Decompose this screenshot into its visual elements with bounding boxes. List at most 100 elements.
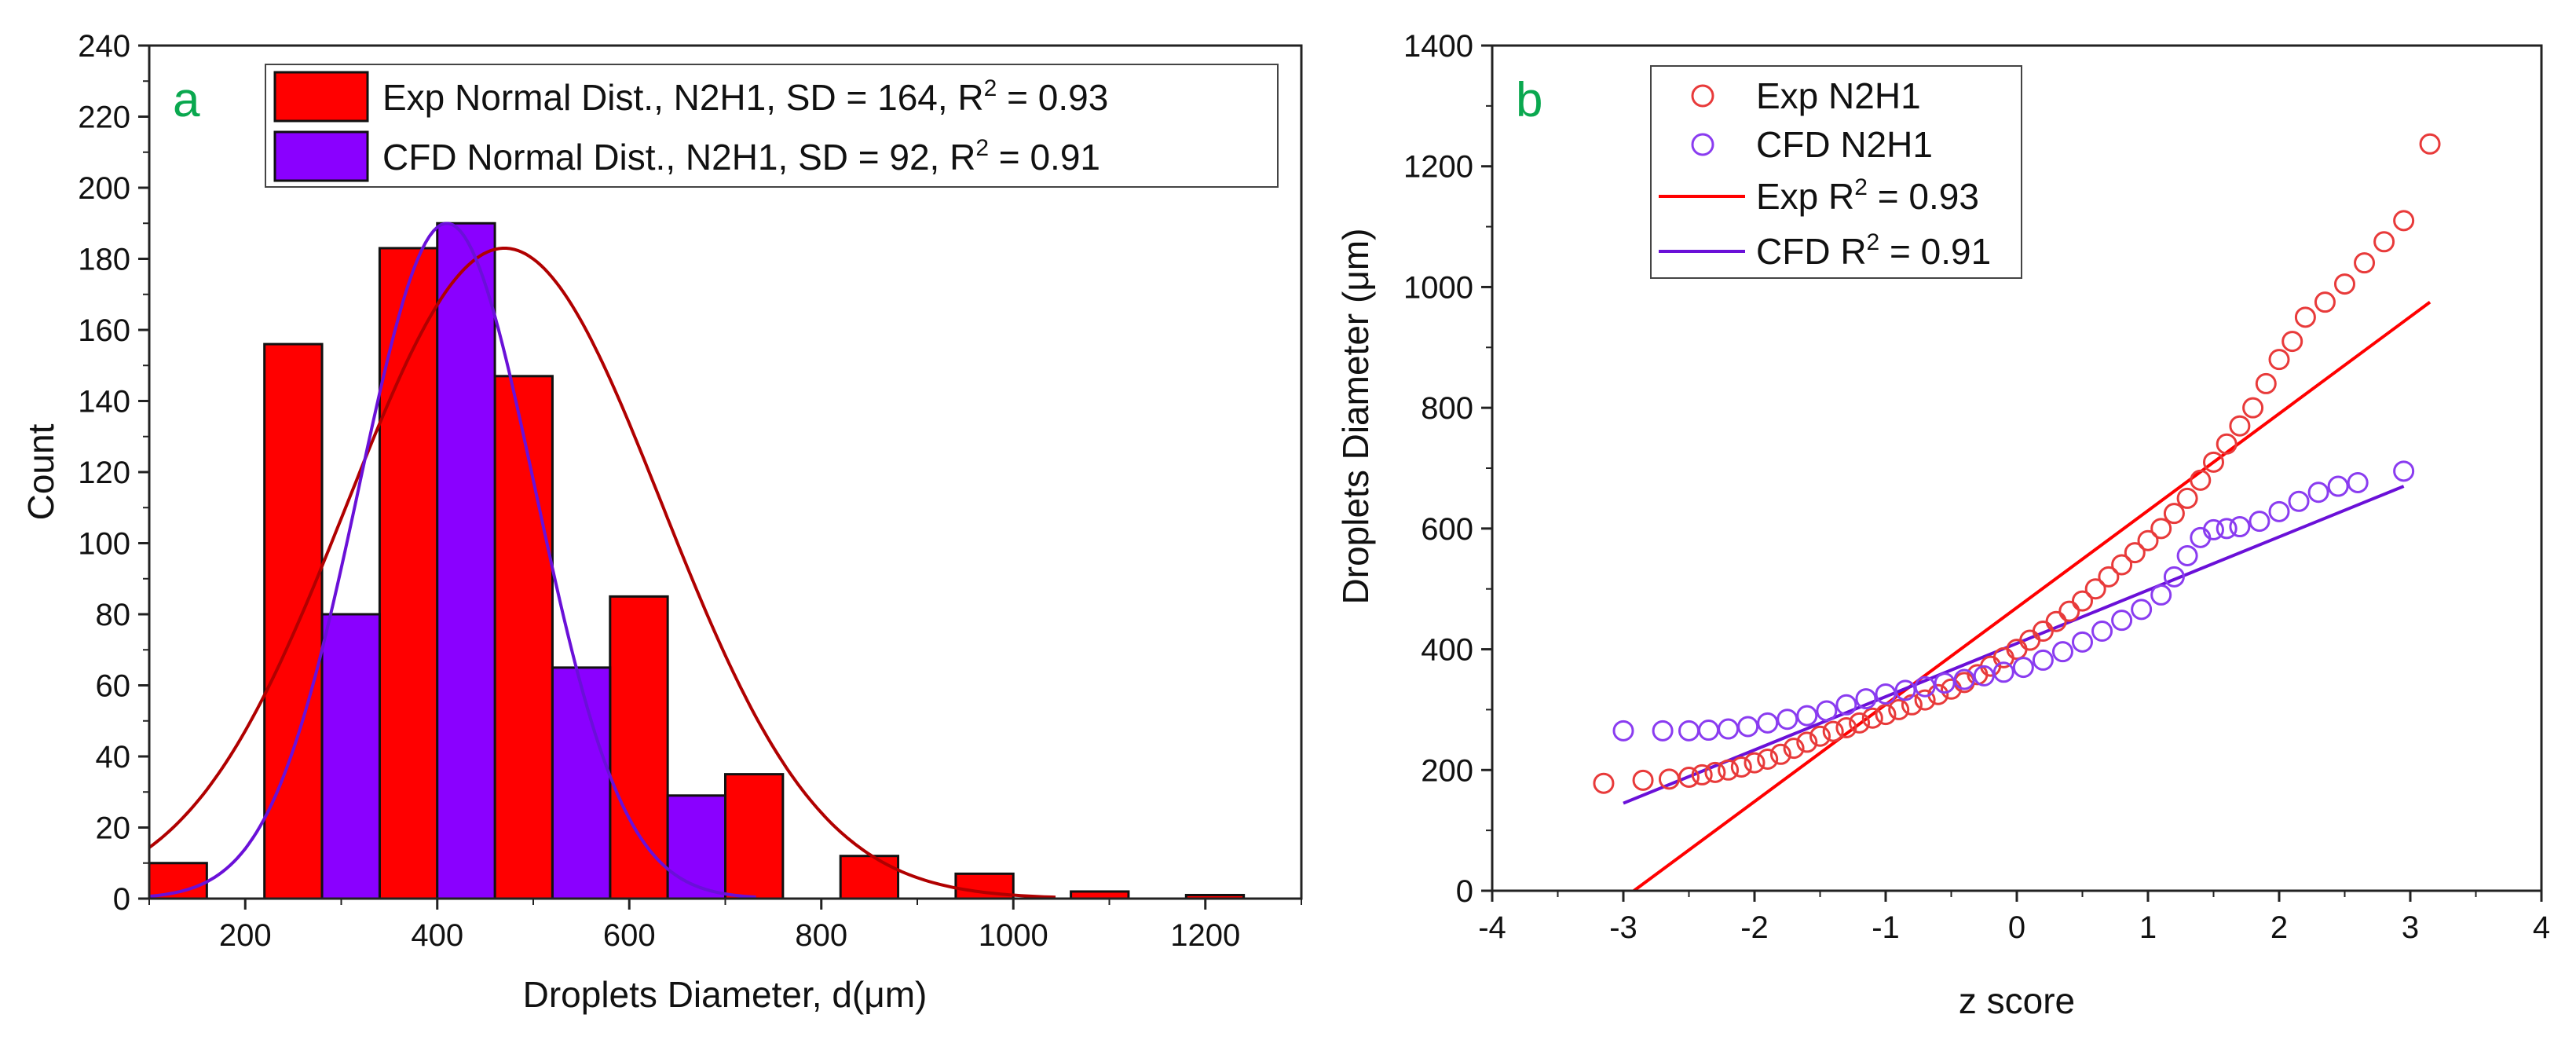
panel-b-y-tick-label: 1400: [1403, 29, 1473, 64]
exp-data-point: [1835, 716, 1857, 738]
exp-histogram-bar: [839, 855, 900, 900]
cfd-normal-fit-curve: [148, 222, 756, 899]
panel-b-y-tick-label: 0: [1456, 874, 1473, 909]
panel-b-x-tick-label: -2: [1740, 910, 1769, 945]
panel-a-y-tick-label: 80: [96, 598, 131, 632]
cfd-data-point: [1757, 712, 1779, 734]
panel-b-fit-lines: [1623, 301, 2431, 892]
exp-normal-fit-curve: [148, 247, 1056, 899]
panel-b-y-tick-label: 200: [1421, 753, 1473, 788]
panel-a-bars: [148, 222, 1246, 900]
exp-data-point: [2229, 415, 2251, 437]
panel-b-y-tick-label: 800: [1421, 391, 1473, 426]
panel-a-x-tick-label: 1000: [979, 918, 1048, 953]
exp-regression-line: [1633, 301, 2431, 892]
panel-a-y-tick-label: 100: [78, 527, 130, 562]
cfd-data-point: [2307, 482, 2329, 504]
cfd-data-point: [2203, 518, 2224, 540]
panel-a-y-tick-label: 140: [78, 385, 130, 419]
exp-data-point: [2058, 600, 2080, 622]
exp-data-point: [1914, 689, 1936, 711]
panel-a-y-tick-label: 60: [96, 669, 131, 704]
panel-b-x-tick-label: -3: [1609, 910, 1637, 945]
panel-a-x-ticks: 200 400 600 800 1000 1200: [148, 899, 1302, 953]
exp-data-point: [2045, 610, 2067, 632]
exp-data-point: [2242, 397, 2264, 419]
exp-data-point: [2190, 469, 2212, 491]
exp-data-point: [2124, 542, 2146, 564]
cfd-data-point: [2091, 621, 2113, 643]
panel-a-x-tick-label: 1200: [1170, 918, 1240, 953]
panel-a-legend-box: [265, 64, 1279, 188]
cfd-data-point: [1894, 679, 1916, 701]
cfd-histogram-bar: [551, 666, 612, 900]
cfd-data-point: [1934, 672, 1956, 694]
exp-data-point: [2163, 503, 2185, 525]
legend-marker-cfd: [1691, 133, 1714, 156]
panel-b-x-axis-title: z score: [1959, 980, 2075, 1021]
cfd-histogram-bar: [666, 794, 727, 900]
cfd-data-point: [1953, 668, 1975, 690]
exp-data-point: [1704, 761, 1726, 783]
exp-data-point: [2294, 306, 2316, 328]
cfd-data-point: [1973, 665, 1995, 687]
exp-histogram-bar: [609, 595, 669, 900]
panel-a-x-tick-label: 200: [219, 918, 272, 953]
exp-data-point: [1757, 748, 1779, 770]
legend-label-exp-normal: Exp Normal Dist., N2H1, SD = 164, R2 = 0…: [382, 75, 1108, 118]
panel-a-y-tick-label: 240: [78, 29, 130, 64]
panel-b-x-tick-label: 4: [2533, 910, 2550, 945]
panel-b-y-tick-label: 1000: [1403, 270, 1473, 305]
panel-a-y-tick-label: 40: [96, 740, 131, 775]
panel-a-x-tick-label: 400: [411, 918, 463, 953]
exp-data-point: [1730, 756, 1752, 778]
exp-data-point: [1783, 738, 1805, 760]
cfd-data-point: [1737, 716, 1759, 738]
exp-data-point: [1718, 759, 1740, 781]
exp-data-point: [2268, 349, 2290, 371]
exp-histogram-bar: [493, 375, 554, 900]
panel-a-y-tick-label: 160: [78, 313, 130, 348]
cfd-data-point: [2249, 511, 2270, 533]
cfd-data-point: [2150, 584, 2172, 606]
panel-a-legend: Exp Normal Dist., N2H1, SD = 164, R2 = 0…: [265, 64, 1279, 188]
exp-data-point: [2216, 433, 2238, 455]
legend-label-cfd-fit: CFD R2 = 0.91: [1756, 229, 1991, 272]
cfd-data-point: [1992, 661, 2014, 683]
panel-a-y-tick-label: 180: [78, 243, 130, 277]
exp-data-point: [1849, 712, 1871, 734]
panel-b-y-tick-label: 1200: [1403, 150, 1473, 185]
exp-data-point: [2084, 578, 2106, 600]
cfd-data-point: [1816, 700, 1838, 722]
cfd-data-point: [2393, 460, 2415, 482]
panel-b-x-tick-label: 2: [2270, 910, 2288, 945]
cfd-data-point: [2012, 657, 2034, 679]
panel-b-x-tick-label: 3: [2402, 910, 2419, 945]
panel-b-x-tick-label: -1: [1872, 910, 1900, 945]
cfd-data-point: [1612, 720, 1634, 742]
exp-data-point: [1888, 698, 1910, 720]
panel-b-x-ticks: -4 -3 -2 -1 0 1 2 3 4: [1478, 891, 2550, 945]
cfd-data-point: [2032, 649, 2054, 671]
exp-data-point: [2203, 451, 2224, 473]
cfd-data-point: [2268, 500, 2290, 522]
panel-b-x-tick-label: -4: [1478, 910, 1506, 945]
panel-a-y-tick-label: 20: [96, 811, 131, 846]
exp-data-point: [2393, 210, 2415, 232]
cfd-histogram-bar: [436, 222, 496, 900]
exp-histogram-bar: [263, 342, 324, 900]
legend-label-exp-fit: Exp R2 = 0.93: [1756, 174, 1979, 217]
exp-data-point: [1744, 752, 1766, 774]
cfd-data-point: [2051, 641, 2073, 663]
exp-data-point: [2281, 331, 2303, 353]
panel-a-y-tick-label: 120: [78, 456, 130, 490]
cfd-data-point: [2327, 475, 2349, 497]
exp-data-point: [1796, 731, 1818, 753]
panel-b-tag: b: [1516, 73, 1542, 127]
legend-label-exp-points: Exp N2H1: [1756, 75, 1921, 116]
panel-b-x-tick-label: 1: [2139, 910, 2157, 945]
exp-data-point: [1593, 772, 1615, 794]
panel-b-y-tick-label: 600: [1421, 512, 1473, 547]
cfd-data-point: [1776, 709, 1798, 731]
